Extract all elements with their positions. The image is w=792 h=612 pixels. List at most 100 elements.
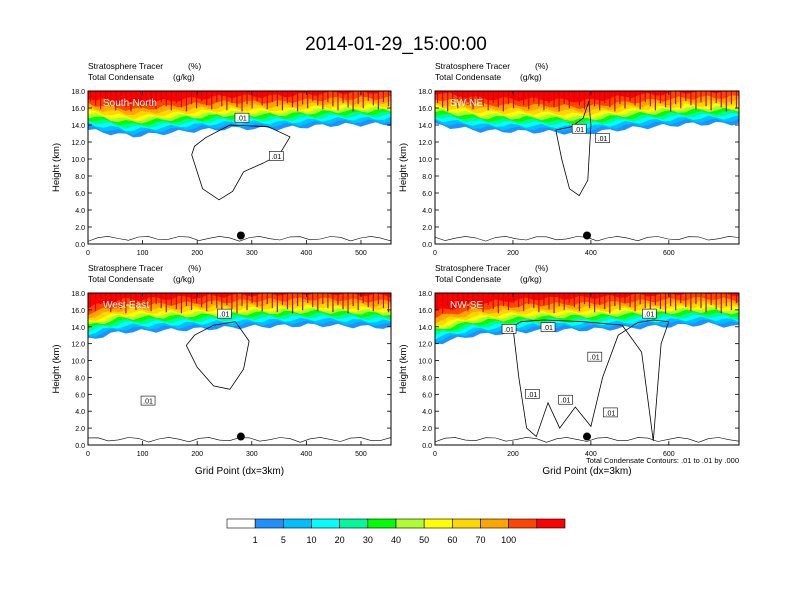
colorbar-tick-label: 50 (419, 535, 429, 545)
y-tick-label: 4.0 (75, 409, 85, 416)
svg-text:.01: .01 (598, 136, 608, 143)
low-level-contour (88, 236, 391, 242)
colorbar-swatch (536, 518, 566, 529)
svg-text:.01: .01 (220, 312, 230, 319)
plot-area: .01 .01 (88, 293, 391, 443)
x-tick-label: 0 (433, 250, 437, 257)
x-tick-label: 0 (86, 451, 90, 458)
svg-text:.01: .01 (644, 312, 654, 319)
y-tick-label: 18.0 (418, 89, 432, 96)
contour-label: .01 (540, 322, 556, 332)
colorbar-swatch (452, 518, 481, 529)
x-tick-label: 200 (507, 250, 519, 257)
colorbar-swatch (480, 518, 509, 529)
y-tick-label: 6.0 (422, 392, 432, 399)
contour-label: .01 (603, 407, 618, 417)
panel-nw-se: .01 .01 .01 .01 .01 .01 .01 NW-SE Stratosphere T… (398, 263, 740, 477)
y-tick-label: 10.0 (71, 157, 85, 164)
colorbar-swatch (395, 518, 425, 529)
x-tick-label: 300 (246, 250, 258, 257)
low-level-contour (88, 437, 391, 443)
contour-label: .01 (234, 112, 250, 123)
y-tick-label: 2.0 (75, 426, 85, 433)
location-marker (236, 432, 245, 441)
y-tick-label: 0.0 (422, 443, 432, 450)
colorbar-swatch (311, 518, 340, 529)
y-tick-label: 6.0 (75, 191, 85, 198)
low-level-contour (435, 437, 739, 443)
plot-area: .01 .01 (88, 91, 391, 242)
colorbar-swatch (226, 518, 256, 529)
condensate-contour (512, 319, 670, 441)
tracer-label: Stratosphere Tracer (435, 263, 510, 273)
svg-text:.01: .01 (271, 154, 281, 161)
x-tick-label: 200 (191, 250, 203, 257)
panel-name: SW-NE (450, 98, 483, 109)
x-tick-label: 0 (433, 451, 437, 458)
svg-text:.01: .01 (237, 116, 247, 123)
condensate-units: (g/kg) (520, 72, 542, 82)
colorbar-tick-label: 70 (475, 535, 485, 545)
contour-label: .01 (217, 308, 232, 319)
y-tick-label: 12.0 (71, 140, 85, 147)
panel-sw-ne: .01 .01 SW-NE Stratosphere Tracer (%) Total C… (398, 61, 740, 257)
condensate-units: (g/kg) (173, 274, 195, 284)
contour-label: .01 (525, 389, 540, 399)
svg-text:.01: .01 (543, 325, 553, 332)
colorbar-swatch (283, 518, 312, 529)
plot-frame (87, 90, 392, 245)
plot-frame (434, 292, 740, 446)
y-axis-label: Height (km) (398, 344, 409, 393)
x-tick-label: 400 (301, 451, 313, 458)
svg-text:.01: .01 (561, 398, 571, 405)
tracer-layer (435, 91, 739, 103)
location-marker (583, 432, 591, 441)
condensate-contour (191, 124, 291, 201)
panel-name: West-East (103, 300, 149, 311)
y-tick-label: 12.0 (418, 140, 432, 147)
colorbar-swatch (423, 518, 453, 529)
y-tick-label: 18.0 (418, 291, 432, 298)
condensate-contour (185, 321, 250, 390)
contour-label: .01 (558, 394, 573, 405)
x-axis-label: Grid Point (dx=3km) (195, 466, 284, 477)
y-tick-label: 8.0 (422, 375, 432, 382)
y-tick-label: 4.0 (422, 208, 432, 215)
y-tick-label: 12.0 (71, 342, 85, 349)
low-level-contour (435, 236, 739, 242)
colorbar-tick-label: 20 (335, 535, 345, 545)
condensate-units: (g/kg) (173, 72, 195, 82)
y-tick-label: 4.0 (422, 409, 432, 416)
tracer-units: (%) (535, 61, 548, 71)
y-tick-label: 10.0 (71, 359, 85, 366)
panels-group: .01 .01 South-North Stratosphere Tracer (%) T… (51, 61, 740, 477)
condensate-label: Total Condensate (88, 274, 154, 284)
condensate-contour (555, 101, 592, 197)
panel-west-east: .01 .01 West-East Stratosphere Tracer (%) Tot… (51, 263, 392, 477)
y-tick-label: 8.0 (75, 375, 85, 382)
y-tick-label: 14.0 (71, 123, 85, 130)
svg-text:.01: .01 (590, 355, 600, 362)
y-tick-label: 0.0 (75, 443, 85, 450)
x-tick-label: 400 (585, 451, 597, 458)
contour-label: .01 (140, 395, 156, 406)
colorbar-tick-label: 100 (501, 535, 516, 545)
colorbar-tick-label: 1 (253, 535, 258, 545)
y-tick-label: 16.0 (71, 308, 85, 315)
y-tick-label: 2.0 (422, 225, 432, 232)
tracer-units: (%) (188, 61, 201, 71)
y-tick-label: 2.0 (422, 426, 432, 433)
y-tick-label: 0.0 (422, 242, 432, 249)
colorbar-tick-label: 5 (281, 535, 286, 545)
y-tick-label: 16.0 (71, 106, 85, 113)
x-tick-label: 500 (355, 250, 367, 257)
contour-footnote: Total Condensate Contours: .01 to .01 by… (586, 456, 739, 465)
y-tick-label: 10.0 (418, 359, 432, 366)
tracer-layer (435, 293, 739, 311)
y-tick-label: 16.0 (418, 106, 432, 113)
colorbar: 1 5 10 20 30 40 50 60 70 100 (226, 518, 566, 545)
plot-frame (87, 292, 392, 446)
contour-label: .01 (587, 351, 603, 362)
y-tick-label: 4.0 (75, 208, 85, 215)
x-tick-label: 500 (355, 451, 367, 458)
